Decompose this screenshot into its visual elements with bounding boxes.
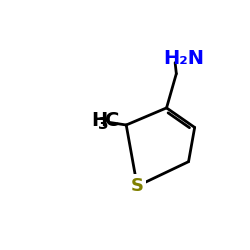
Text: H: H: [91, 110, 107, 130]
Text: S: S: [131, 177, 144, 195]
Text: H₂N: H₂N: [163, 50, 204, 68]
Text: 3: 3: [98, 117, 109, 132]
Text: C: C: [105, 110, 119, 130]
